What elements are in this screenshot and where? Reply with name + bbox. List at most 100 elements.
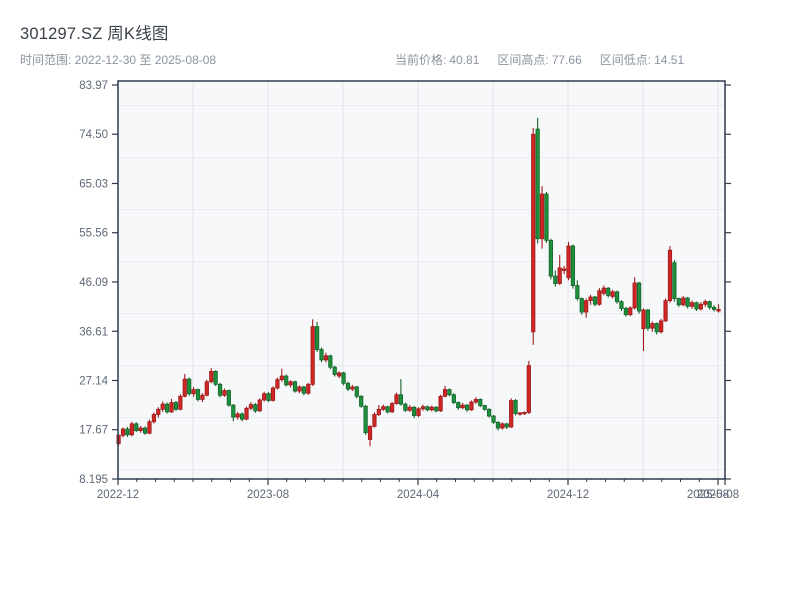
candle-body (482, 405, 487, 410)
candle-body (279, 375, 284, 381)
stat-range-high: 区间高点: 77.66 (497, 51, 584, 68)
y-tick-label: 46.09 (79, 277, 108, 289)
y-tick-label: 65.03 (79, 178, 108, 190)
candle-body (641, 309, 646, 330)
candle-body (310, 326, 315, 385)
candle-body (354, 386, 359, 397)
candle-body (628, 307, 633, 316)
candle-body (376, 408, 381, 415)
candle-body (213, 370, 218, 385)
candle-body (359, 395, 364, 407)
candle-body (632, 282, 637, 309)
candle-body (464, 404, 470, 411)
candle-body (548, 239, 553, 277)
x-tick-label: 2022-12 (97, 489, 139, 501)
plot-area (118, 81, 725, 479)
x-tick-label: 2024-12 (547, 489, 589, 501)
price-stats: 当前价格: 40.81 区间高点: 77.66 区间低点: 14.51 (395, 51, 687, 68)
candle-body (129, 423, 134, 436)
candle-body (231, 404, 236, 418)
stat-current-price-value: 40.81 (449, 53, 480, 67)
candle-body (654, 323, 659, 333)
stat-range-low: 区间低点: 14.51 (600, 51, 687, 68)
candle-body (513, 400, 518, 414)
candle-body (531, 133, 536, 333)
candle-body (142, 427, 148, 434)
candle-body (606, 287, 611, 296)
candle-body (350, 386, 355, 390)
gridlines (118, 81, 725, 479)
candle-body (592, 296, 598, 305)
candle-body (522, 412, 527, 415)
candle-body (134, 423, 139, 432)
candle-body (672, 262, 677, 299)
candle-body (191, 389, 196, 395)
page-title: 301297.SZ 周K线图 (20, 25, 169, 43)
candle-body (711, 306, 717, 310)
candle-body (579, 298, 584, 313)
x-tick-label: 2024-04 (397, 489, 440, 501)
candle-body (539, 193, 545, 240)
candle-body (698, 303, 703, 310)
candle-body (703, 301, 708, 305)
candle-body (398, 394, 404, 405)
candle-body (416, 408, 421, 416)
y-tick-label: 17.67 (79, 425, 108, 437)
candle-body (319, 349, 324, 361)
candle-body (500, 423, 505, 429)
stat-range-low-label: 区间低点: (599, 53, 652, 67)
y-tick-label: 74.50 (79, 129, 108, 141)
candle-body (425, 406, 430, 411)
candle-body (270, 387, 276, 401)
y-tick-label: 8.195 (79, 474, 108, 486)
candle-body (716, 309, 721, 312)
candle-body (367, 426, 373, 440)
candle-body (209, 370, 214, 383)
candle-body (204, 381, 209, 396)
candle-body (442, 389, 448, 397)
candle-body (447, 389, 452, 396)
candle-body (601, 287, 606, 294)
candle-body (138, 427, 143, 432)
candle-body (659, 320, 664, 333)
candle-body (460, 404, 465, 409)
candle-body (222, 390, 227, 396)
candle-body (685, 297, 690, 307)
x-tick-label: 2025-08 (697, 489, 739, 501)
candle-body (240, 413, 245, 420)
candle-body (292, 381, 298, 392)
candle-body (372, 414, 377, 427)
candle-body (381, 406, 386, 410)
candle-body (584, 300, 589, 313)
candle-body (165, 403, 170, 413)
candle-body (694, 302, 699, 310)
candles (116, 117, 721, 447)
candle-body (200, 394, 205, 400)
candle-body (429, 406, 434, 411)
candle-body (663, 300, 668, 322)
candle-body (575, 285, 580, 299)
candle-body (650, 323, 655, 329)
candle-body (434, 406, 439, 412)
candle-body (588, 296, 593, 302)
candle-body (341, 372, 346, 384)
candle-body (570, 245, 576, 286)
candle-body (504, 423, 509, 428)
y-tick-label: 27.14 (79, 375, 108, 387)
candle-body (619, 301, 624, 309)
candle-body (244, 407, 249, 420)
candle-body (469, 401, 474, 411)
plot-frame (117, 80, 726, 480)
candle-body (553, 275, 558, 284)
candle-body (407, 406, 412, 411)
stat-range-low-value: 14.51 (654, 53, 685, 67)
candle-body (491, 415, 496, 423)
y-tick-label: 55.56 (79, 228, 108, 240)
candle-body (328, 355, 333, 368)
candle-body (676, 298, 681, 306)
candle-body (248, 404, 254, 409)
candle-body (566, 245, 571, 279)
candle-body (623, 308, 628, 316)
axes: 83.97 74.50 65.03 55.56 46.09 36.61 27.14 17.67… (79, 80, 739, 501)
candle-body (473, 399, 478, 403)
